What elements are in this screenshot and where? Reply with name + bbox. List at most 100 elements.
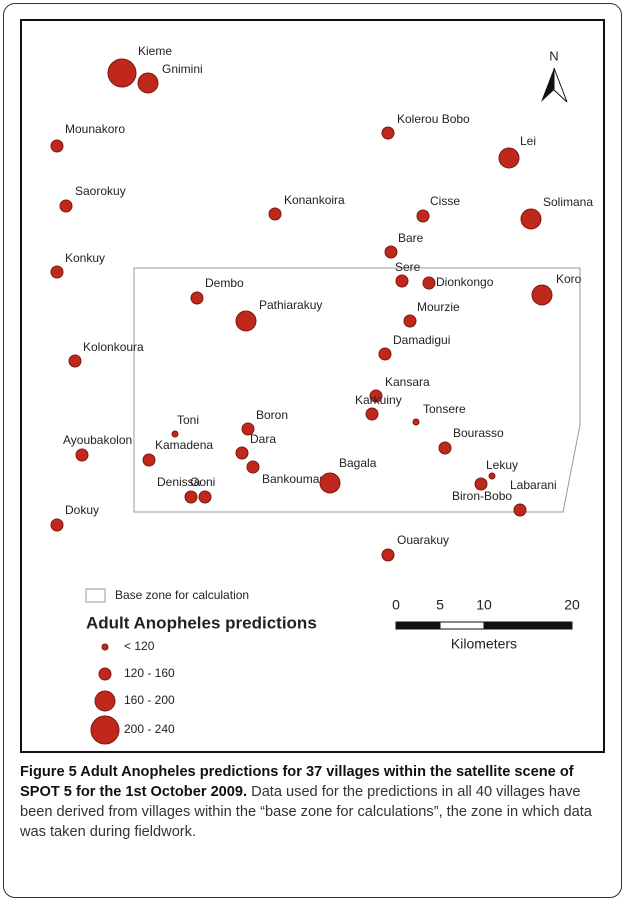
village-label: Biron-Bobo — [452, 489, 512, 503]
village-marker — [369, 389, 383, 403]
village-marker — [50, 265, 64, 279]
legend-title: Adult Anopheles predictions — [86, 613, 317, 632]
village-label: Dokuy — [65, 503, 99, 517]
legend-label: 160 - 200 — [124, 693, 175, 707]
north-arrow — [541, 68, 554, 102]
village-marker — [365, 407, 379, 421]
village-marker — [75, 448, 89, 462]
scale-unit: Kilometers — [451, 636, 517, 652]
village-marker — [268, 207, 282, 221]
village-label: Kolerou Bobo — [397, 112, 470, 126]
base-zone — [133, 267, 581, 513]
village-marker — [68, 354, 82, 368]
village-marker — [190, 291, 204, 305]
village-marker — [50, 139, 64, 153]
village-marker — [488, 472, 496, 480]
village-marker — [416, 209, 430, 223]
legend-label: 120 - 160 — [124, 666, 175, 680]
village-label: Kamadena — [155, 438, 213, 452]
north-label: N — [549, 48, 558, 63]
scale-tick-label: 0 — [392, 597, 400, 613]
village-label: Dionkongo — [436, 275, 494, 289]
village-label: Saorokuy — [75, 184, 126, 198]
base-zone-label: Base zone for calculation — [115, 588, 249, 602]
village-label: Tonsere — [423, 402, 466, 416]
legend-label: < 120 — [124, 639, 155, 653]
base-zone-swatch — [85, 588, 106, 603]
village-marker — [438, 441, 452, 455]
village-label: Toni — [177, 413, 199, 427]
village-label: Mounakoro — [65, 122, 125, 136]
village-marker — [403, 314, 417, 328]
legend-label: 200 - 240 — [124, 722, 175, 736]
scale-tick-label: 20 — [564, 597, 580, 613]
legend-marker — [101, 643, 109, 651]
village-marker — [422, 276, 436, 290]
village-label: Dembo — [205, 276, 244, 290]
village-label: Karkuiny — [355, 393, 402, 407]
scale-segment — [483, 621, 573, 630]
legend-marker — [94, 690, 116, 712]
village-marker — [474, 477, 488, 491]
legend-marker — [90, 715, 120, 745]
legend-marker — [98, 667, 112, 681]
village-marker — [107, 58, 137, 88]
village-label: Cisse — [430, 194, 460, 208]
village-marker — [142, 453, 156, 467]
village-marker — [498, 147, 520, 169]
village-marker — [137, 72, 159, 94]
village-marker — [50, 518, 64, 532]
scale-tick-label: 5 — [436, 597, 444, 613]
village-marker — [59, 199, 73, 213]
map-border — [20, 19, 605, 753]
village-label: Goni — [190, 475, 215, 489]
village-marker — [378, 347, 392, 361]
village-marker — [381, 126, 395, 140]
village-marker — [235, 446, 249, 460]
scale-segment — [439, 621, 485, 630]
village-marker — [513, 503, 527, 517]
village-label: Labarani — [510, 478, 557, 492]
village-label: Boron — [256, 408, 288, 422]
village-label: Solimana — [543, 195, 593, 209]
village-label: Pathiarakuy — [259, 298, 322, 312]
village-marker — [246, 460, 260, 474]
village-label: Bourasso — [453, 426, 504, 440]
village-label: Koro — [556, 272, 582, 286]
village-marker — [198, 490, 212, 504]
village-marker — [395, 274, 409, 288]
village-label: Kieme — [138, 44, 172, 58]
caption: Figure 5 Adult Anopheles predictions for… — [20, 762, 610, 842]
village-marker — [381, 548, 395, 562]
scale-tick-label: 10 — [476, 597, 492, 613]
village-marker — [235, 310, 257, 332]
village-marker — [184, 490, 198, 504]
village-label: Lei — [520, 134, 536, 148]
village-label: Denissa — [157, 475, 201, 489]
village-label: Sere — [395, 260, 421, 274]
map: N Base zone for calculation Adult Anophe… — [20, 19, 605, 753]
village-label: Mourzie — [417, 300, 460, 314]
village-label: Lekuy — [486, 458, 518, 472]
village-label: Dara — [250, 432, 276, 446]
caption-text: Data used for the predictions in all 40 … — [20, 784, 592, 840]
village-marker — [384, 245, 398, 259]
village-marker — [531, 284, 553, 306]
village-label: Kansara — [385, 375, 430, 389]
village-label: Damadigui — [393, 333, 450, 347]
village-label: Bankoumani — [262, 472, 329, 486]
village-label: Bare — [398, 231, 424, 245]
village-label: Bagala — [339, 456, 377, 470]
village-label: Konkuy — [65, 251, 105, 265]
village-label: Ayoubakolon — [63, 433, 132, 447]
village-label: Gnimini — [162, 62, 203, 76]
village-marker — [319, 472, 341, 494]
village-label: Konankoira — [284, 193, 345, 207]
village-marker — [412, 418, 420, 426]
village-label: Kolonkoura — [83, 340, 144, 354]
village-marker — [171, 430, 179, 438]
figure-frame — [3, 3, 622, 898]
village-label: Ouarakuy — [397, 533, 449, 547]
scale-segment — [395, 621, 441, 630]
